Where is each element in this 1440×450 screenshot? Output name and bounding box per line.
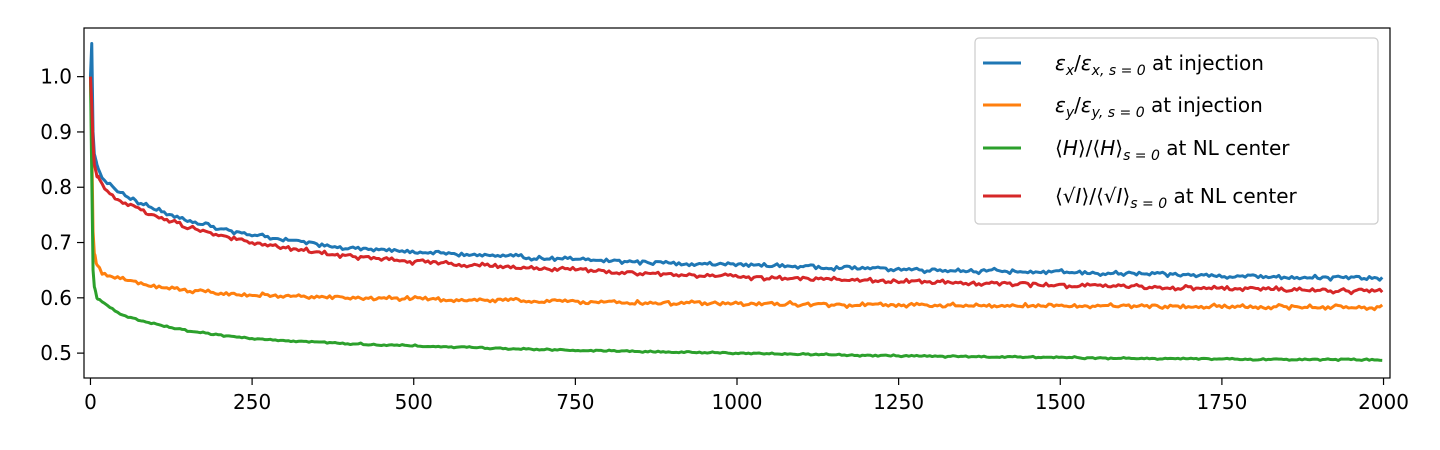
x-tick-label: 1500 — [1035, 390, 1086, 414]
x-tick-label: 500 — [395, 390, 433, 414]
x-tick-label: 1750 — [1196, 390, 1247, 414]
y-axis: 0.5 0.6 0.7 0.8 0.9 1.0 — [40, 65, 84, 365]
y-tick-label: 0.5 — [40, 341, 72, 365]
x-tick-label: 0 — [84, 390, 97, 414]
x-tick-label: 750 — [556, 390, 594, 414]
series-line — [88, 76, 1384, 312]
legend-entry: ⟨H⟩/⟨H⟩s = 0 at NL center — [1055, 136, 1290, 164]
x-tick-label: 1000 — [712, 390, 763, 414]
x-axis: 0 250 500 750 1000 1250 1500 1750 2000 — [84, 378, 1409, 414]
y-tick-label: 0.7 — [40, 231, 72, 255]
legend-entry: ⟨√I⟩/⟨√I⟩s = 0 at NL center — [1055, 184, 1298, 212]
x-tick-label: 2000 — [1358, 390, 1409, 414]
y-tick-label: 0.8 — [40, 175, 72, 199]
series-layer — [88, 41, 1384, 362]
y-tick-label: 0.9 — [40, 120, 72, 144]
legend: εx/εx, s = 0 at injection εy/εy, s = 0 at… — [974, 37, 1379, 225]
legend-box — [974, 37, 1379, 225]
series-line — [88, 76, 1384, 296]
x-tick-label: 250 — [233, 390, 271, 414]
legend-entry: εy/εy, s = 0 at injection — [1055, 93, 1263, 121]
y-tick-label: 1.0 — [40, 65, 72, 89]
y-tick-label: 0.6 — [40, 286, 72, 310]
x-tick-label: 1250 — [873, 390, 924, 414]
series-line — [88, 76, 1383, 362]
legend-entry: εx/εx, s = 0 at injection — [1055, 51, 1264, 79]
series-line — [88, 41, 1384, 282]
